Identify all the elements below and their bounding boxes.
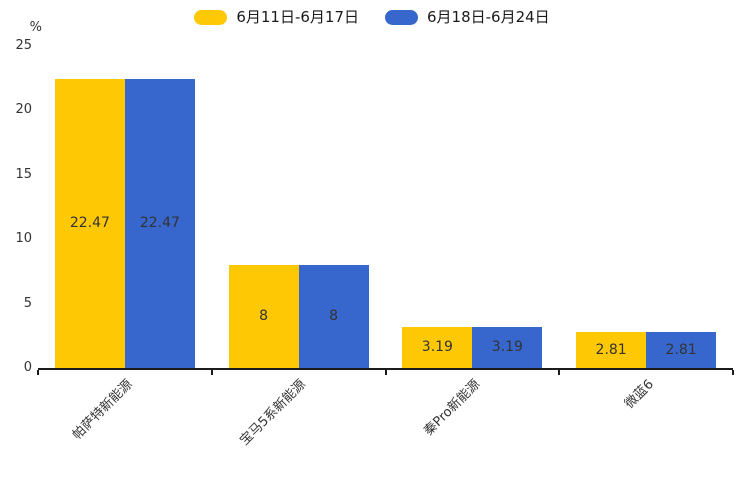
y-axis-unit-label: % [29,20,42,35]
bar[interactable]: 22.47 [54,78,125,368]
bar-value-label: 8 [329,308,339,325]
y-tick-label: 5 [23,295,32,311]
legend-swatch [194,9,228,25]
x-axis-tick [732,370,734,375]
bar-value-label: 22.47 [139,215,180,232]
y-tick-label: 0 [23,360,32,375]
bar-value-label: 3.19 [421,339,453,356]
y-tick-label: 15 [15,166,32,182]
x-axis-tick [37,370,39,375]
x-category-label: 秦Pro新能源 [421,377,483,439]
legend-item[interactable]: 6月18日-6月24日 [385,8,550,26]
bar[interactable]: 8 [228,264,299,368]
bar-value-label: 22.47 [69,215,110,232]
legend-swatch [385,9,418,25]
legend-label: 6月11日-6月17日 [236,8,359,26]
bar-value-label: 8 [259,308,269,325]
legend-label: 6月18日-6月24日 [427,8,550,26]
x-category-label: 微蓝6 [621,377,657,412]
y-tick-label: 10 [15,231,32,247]
y-tick-label: 25 [15,38,32,53]
bar-value-label: 3.19 [491,339,523,356]
bar[interactable]: 2.81 [646,331,717,368]
x-axis-line [38,368,733,370]
bar[interactable]: 2.81 [576,331,647,368]
bar[interactable]: 3.19 [402,326,473,368]
bar-value-label: 2.81 [595,341,627,358]
x-category-label: 帕萨特新能源 [69,377,136,443]
legend-item[interactable]: 6月11日-6月17日 [194,8,359,26]
x-axis-tick [384,370,387,375]
x-axis-tick [210,370,213,375]
legend: 6月11日-6月17日 6月18日-6月24日 [0,8,744,26]
x-category-label: 宝马5系新能源 [237,377,310,449]
bar[interactable]: 3.19 [472,326,543,368]
bar[interactable]: 8 [298,264,369,368]
y-tick-label: 20 [15,102,32,118]
bar[interactable]: 22.47 [124,78,195,368]
x-axis-tick [558,370,561,375]
bar-value-label: 2.81 [665,341,697,358]
